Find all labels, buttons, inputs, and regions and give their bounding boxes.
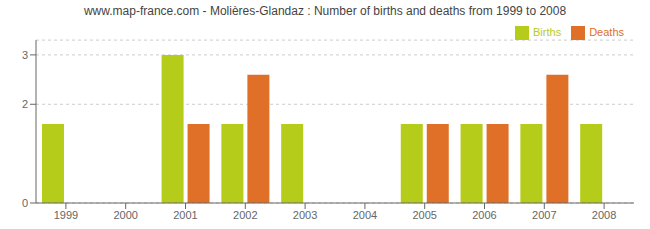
svg-text:2002: 2002 — [233, 209, 257, 221]
html-text:Deaths: Deaths — [589, 26, 624, 38]
svg-text:2004: 2004 — [353, 209, 377, 221]
svg-text:2003: 2003 — [293, 209, 317, 221]
svg-text:2005: 2005 — [412, 209, 436, 221]
html-text:www.map-france.com - Molières-: www.map-france.com - Molières-Glandaz : … — [83, 4, 567, 18]
svg-text:2: 2 — [22, 98, 28, 110]
svg-text:3: 3 — [22, 49, 28, 61]
svg-text:2001: 2001 — [173, 209, 197, 221]
svg-text:2008: 2008 — [592, 209, 616, 221]
html-text:Births: Births — [533, 26, 562, 38]
svg-text:2000: 2000 — [113, 209, 137, 221]
svg-text:2007: 2007 — [532, 209, 556, 221]
svg-text:2006: 2006 — [472, 209, 496, 221]
svg-text:1999: 1999 — [54, 209, 78, 221]
svg-text:0: 0 — [22, 197, 28, 209]
